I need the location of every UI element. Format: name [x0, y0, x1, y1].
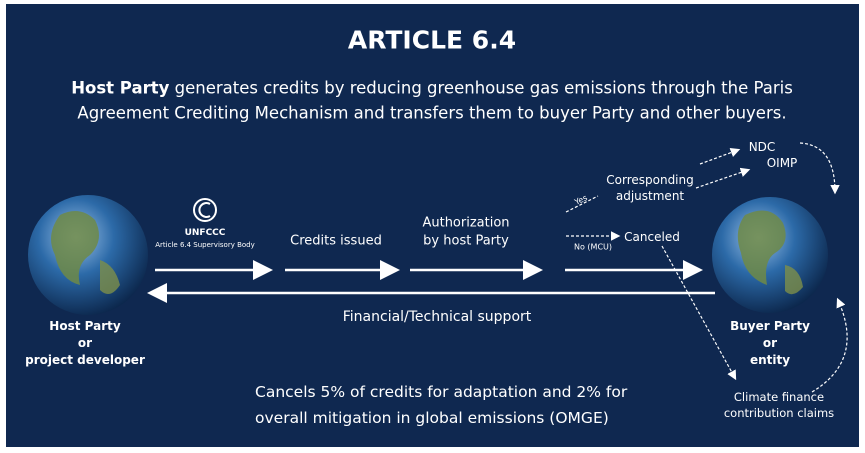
intro-line: Agreement Crediting Mechanism and transf…	[77, 104, 786, 123]
host-label: project developer	[25, 353, 145, 367]
ndc-label: NDC	[749, 140, 776, 154]
support-label: Financial/Technical support	[343, 309, 532, 325]
step-label: Credits issued	[290, 234, 382, 249]
intro-line: Host Party generates credits by reducing…	[71, 79, 793, 98]
host-label: Host Party	[49, 319, 120, 333]
canceled-label: Canceled	[624, 230, 680, 244]
note-line: Cancels 5% of credits for adaptation and…	[255, 383, 627, 401]
step-label: Authorization	[422, 216, 509, 231]
unfccc-logo	[194, 199, 216, 221]
claims-label: Climate finance	[734, 390, 824, 404]
note-line: overall mitigation in global emissions (…	[255, 409, 609, 427]
oimp-label: OIMP	[767, 156, 798, 170]
adjustment-label: Corresponding	[606, 173, 694, 187]
unfccc-name: UNFCCC	[185, 228, 226, 238]
buyer-label: or	[763, 336, 777, 350]
unfccc-body: Article 6.4 Supervisory Body	[155, 241, 254, 249]
intro-text: generates credits by reducing greenhouse…	[169, 79, 792, 98]
diagram: ARTICLE 6.4 Host Party generates credits…	[0, 0, 865, 453]
adjustment-label: adjustment	[616, 189, 684, 203]
buyer-label: entity	[750, 353, 790, 367]
buyer-label: Buyer Party	[730, 319, 810, 333]
title: ARTICLE 6.4	[348, 26, 516, 55]
step-label: by host Party	[423, 234, 509, 249]
flow-arrows	[152, 270, 715, 293]
claims-label: contribution claims	[724, 406, 834, 420]
intro-bold: Host Party	[71, 79, 169, 98]
buyer-globe	[712, 197, 828, 313]
host-label: or	[78, 336, 92, 350]
no-label: No (MCU)	[574, 243, 612, 252]
host-globe	[28, 195, 148, 315]
